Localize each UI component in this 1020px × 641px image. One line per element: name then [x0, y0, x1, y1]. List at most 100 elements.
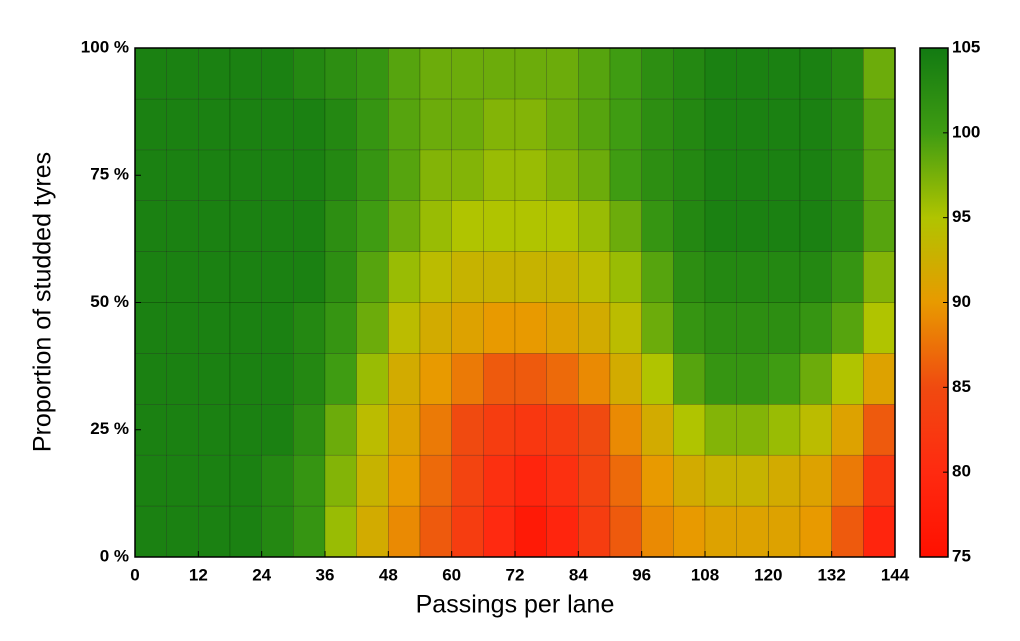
heat-cell	[863, 98, 896, 151]
heat-cell	[736, 251, 769, 303]
x-tick-label: 96	[632, 565, 651, 584]
heat-cell	[578, 302, 611, 354]
heat-cell	[166, 505, 199, 558]
heat-cell	[578, 454, 611, 507]
heat-cell	[514, 149, 547, 202]
heat-cell	[641, 98, 674, 151]
heat-cell	[546, 302, 579, 354]
x-tick-label: 132	[817, 565, 845, 584]
heat-cell	[483, 454, 516, 507]
heat-cell	[641, 454, 674, 507]
heat-cell	[419, 403, 452, 456]
heat-cell	[514, 200, 547, 252]
heat-cell	[483, 353, 516, 405]
heat-cell	[831, 403, 864, 456]
heat-cell	[609, 403, 642, 456]
heat-cell	[673, 454, 706, 507]
heat-cell	[419, 505, 452, 558]
heat-cell	[863, 505, 896, 558]
heat-cell	[483, 98, 516, 151]
heat-cell	[419, 302, 452, 354]
heat-cell	[704, 149, 737, 202]
heat-cell	[356, 454, 389, 507]
heat-cell	[831, 505, 864, 558]
x-tick-label: 48	[379, 565, 398, 584]
heat-cell	[261, 149, 294, 202]
heat-cell	[768, 47, 801, 100]
heat-cell	[768, 200, 801, 252]
heat-cell	[799, 454, 832, 507]
heat-cell	[166, 302, 199, 354]
heat-cell	[293, 251, 326, 303]
x-tick-label: 72	[506, 565, 525, 584]
heat-cell	[166, 353, 199, 405]
heat-cell	[704, 403, 737, 456]
heat-cell	[198, 353, 231, 405]
heat-cell	[641, 200, 674, 252]
heat-cell	[134, 302, 167, 354]
heat-cell	[388, 98, 421, 151]
y-axis-title: Proportion of studded tyres	[29, 152, 57, 452]
heat-cell	[863, 149, 896, 202]
y-tick-label: 0 %	[100, 546, 129, 565]
heat-cell	[261, 353, 294, 405]
heat-cell	[451, 505, 484, 558]
heat-cell	[166, 98, 199, 151]
heat-cell	[198, 200, 231, 252]
heat-cell	[261, 251, 294, 303]
heat-cell	[863, 403, 896, 456]
x-tick-label: 24	[252, 565, 271, 584]
heat-cell	[578, 251, 611, 303]
heat-cell	[324, 98, 357, 151]
x-tick-label: 108	[691, 565, 719, 584]
heat-cell	[356, 353, 389, 405]
heat-cell	[261, 302, 294, 354]
heat-cell	[229, 403, 262, 456]
heat-cell	[641, 505, 674, 558]
heat-cell	[198, 47, 231, 100]
heat-cell	[578, 403, 611, 456]
heat-cell	[609, 505, 642, 558]
heat-cell	[451, 200, 484, 252]
heat-cell	[546, 251, 579, 303]
heat-cell	[514, 47, 547, 100]
heat-cell	[578, 149, 611, 202]
heat-cell	[324, 200, 357, 252]
heat-cell	[166, 403, 199, 456]
x-tick-label: 0	[130, 565, 139, 584]
heat-cell	[388, 149, 421, 202]
heat-cell	[641, 251, 674, 303]
heat-cell	[704, 505, 737, 558]
heat-cell	[863, 454, 896, 507]
heat-cell	[356, 98, 389, 151]
heat-cell	[609, 47, 642, 100]
heat-cell	[736, 302, 769, 354]
heat-cell	[546, 403, 579, 456]
heat-cell	[799, 505, 832, 558]
heat-cell	[641, 403, 674, 456]
heat-cell	[166, 47, 199, 100]
heat-cell	[293, 353, 326, 405]
heat-cell	[419, 98, 452, 151]
heat-cell	[388, 505, 421, 558]
heat-cell	[704, 454, 737, 507]
heat-cell	[166, 149, 199, 202]
heat-cell	[483, 403, 516, 456]
heat-cell	[641, 149, 674, 202]
heat-cell	[609, 200, 642, 252]
heat-cell	[578, 47, 611, 100]
heat-cell	[609, 353, 642, 405]
heat-cell	[736, 200, 769, 252]
heat-cell	[229, 149, 262, 202]
heat-cell	[768, 454, 801, 507]
heat-cell	[514, 98, 547, 151]
heat-cell	[609, 149, 642, 202]
heat-cell	[483, 505, 516, 558]
heat-cell	[578, 200, 611, 252]
heat-cell	[768, 98, 801, 151]
heat-cell	[229, 353, 262, 405]
heat-cell	[578, 353, 611, 405]
heat-cell	[388, 302, 421, 354]
heat-cell	[134, 200, 167, 252]
heat-cell	[388, 353, 421, 405]
